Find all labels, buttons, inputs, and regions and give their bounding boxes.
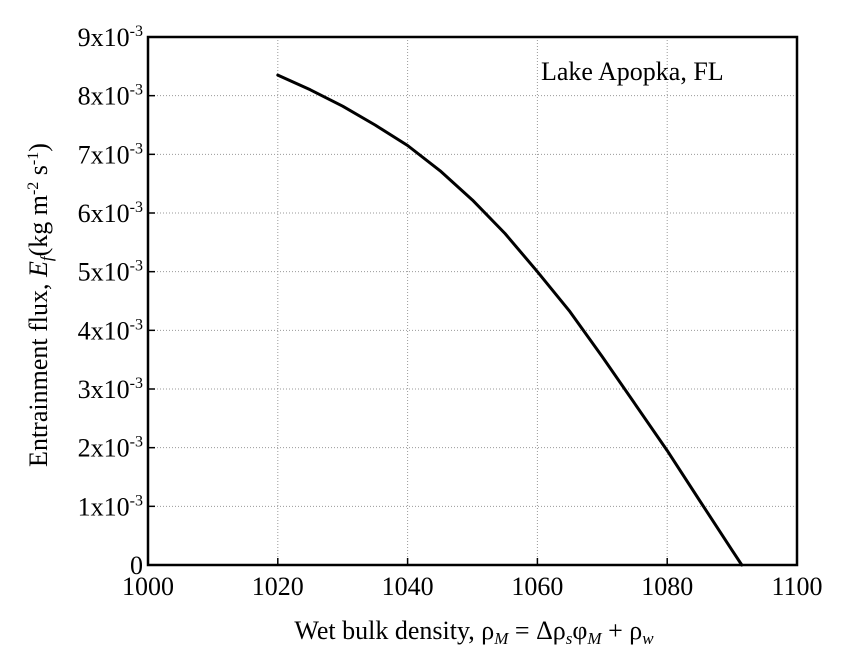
x-axis-label-sub-phi: M xyxy=(586,629,602,648)
x-tick-label: 1080 xyxy=(641,572,693,601)
y-tick-label-exp: -3 xyxy=(130,199,143,216)
y-tick-label-text: 2x10 xyxy=(78,434,130,463)
y-tick-label-text: 7x10 xyxy=(78,140,130,169)
y-axis-label-text: Entrainment flux, xyxy=(24,277,53,467)
tick-marks xyxy=(147,36,798,566)
y-axis-label-symbol: E xyxy=(24,261,53,278)
x-tick-label: 1060 xyxy=(511,572,563,601)
y-tick-label-exp: -3 xyxy=(130,258,143,275)
x-axis-label: Wet bulk density, ρM = ΔρsφM + ρw xyxy=(294,616,654,648)
y-tick-label-exp: -3 xyxy=(130,375,143,392)
y-tick-label-exp: -3 xyxy=(130,316,143,333)
y-tick-label: 4x10-3 xyxy=(78,316,143,345)
y-tick-label-text: 5x10 xyxy=(78,258,130,287)
y-axis-label-units-end: ) xyxy=(24,143,53,152)
y-tick-label-text: 8x10 xyxy=(78,82,130,111)
y-tick-label: 1x10-3 xyxy=(78,492,143,521)
y-tick-label-exp: -3 xyxy=(130,23,143,40)
plot-frame xyxy=(146,35,799,567)
y-tick-label-text: 0 xyxy=(130,551,143,580)
y-tick-label-text: 6x10 xyxy=(78,199,130,228)
x-axis-label-sub-w: w xyxy=(642,629,654,648)
y-tick-label: 6x10-3 xyxy=(78,199,143,228)
y-tick-label-exp: -3 xyxy=(130,492,143,509)
x-axis-label-sub-M: M xyxy=(493,629,509,648)
y-tick-labels: 01x10-32x10-33x10-34x10-35x10-36x10-37x1… xyxy=(78,23,143,580)
annotation-label: Lake Apopka, FL xyxy=(541,57,724,86)
x-tick-labels: 1000 1020 1040 1060 1080 1100 xyxy=(122,572,823,601)
x-tick-label: 1040 xyxy=(382,572,434,601)
x-axis-label-sub-s: s xyxy=(566,629,573,648)
x-tick-label: 1100 xyxy=(771,572,822,601)
x-tick-label: 1020 xyxy=(252,572,304,601)
y-tick-label: 7x10-3 xyxy=(78,140,143,169)
y-axis-label: Entrainment flux, Ef(kg m-2 s-1) xyxy=(24,143,56,467)
x-axis-label-equals: = Δρ xyxy=(508,616,565,645)
y-tick-label: 2x10-3 xyxy=(78,434,143,463)
y-axis-label-symbol-sub: f xyxy=(37,254,56,261)
y-axis-label-units: (kg m xyxy=(24,195,53,256)
series-line xyxy=(276,73,744,567)
y-tick-label: 3x10-3 xyxy=(78,375,143,404)
y-axis-label-units-mid: s xyxy=(24,165,53,182)
y-axis-label-units-exp2: -1 xyxy=(25,152,42,165)
y-axis-label-units-exp1: -2 xyxy=(25,182,42,195)
y-tick-label-exp: -3 xyxy=(130,434,143,451)
y-tick-label-exp: -3 xyxy=(130,140,143,157)
y-tick-label: 8x10-3 xyxy=(78,82,143,111)
x-axis-label-plus: + ρ xyxy=(602,616,643,645)
y-tick-label-text: 1x10 xyxy=(78,492,130,521)
y-tick-label-text: 9x10 xyxy=(78,23,130,52)
x-axis-label-text: Wet bulk density, ρ xyxy=(294,616,494,645)
grid-lines xyxy=(147,36,798,566)
y-tick-label-text: 3x10 xyxy=(78,375,130,404)
series-layer xyxy=(276,73,744,567)
y-tick-label-text: 4x10 xyxy=(78,316,130,345)
y-tick-label: 9x10-3 xyxy=(78,23,143,52)
y-tick-label: 0 xyxy=(130,551,143,580)
x-tick-label: 1000 xyxy=(122,572,174,601)
y-tick-label: 5x10-3 xyxy=(78,258,143,287)
y-tick-label-exp: -3 xyxy=(130,82,143,99)
x-axis-label-phi: φ xyxy=(572,616,587,645)
